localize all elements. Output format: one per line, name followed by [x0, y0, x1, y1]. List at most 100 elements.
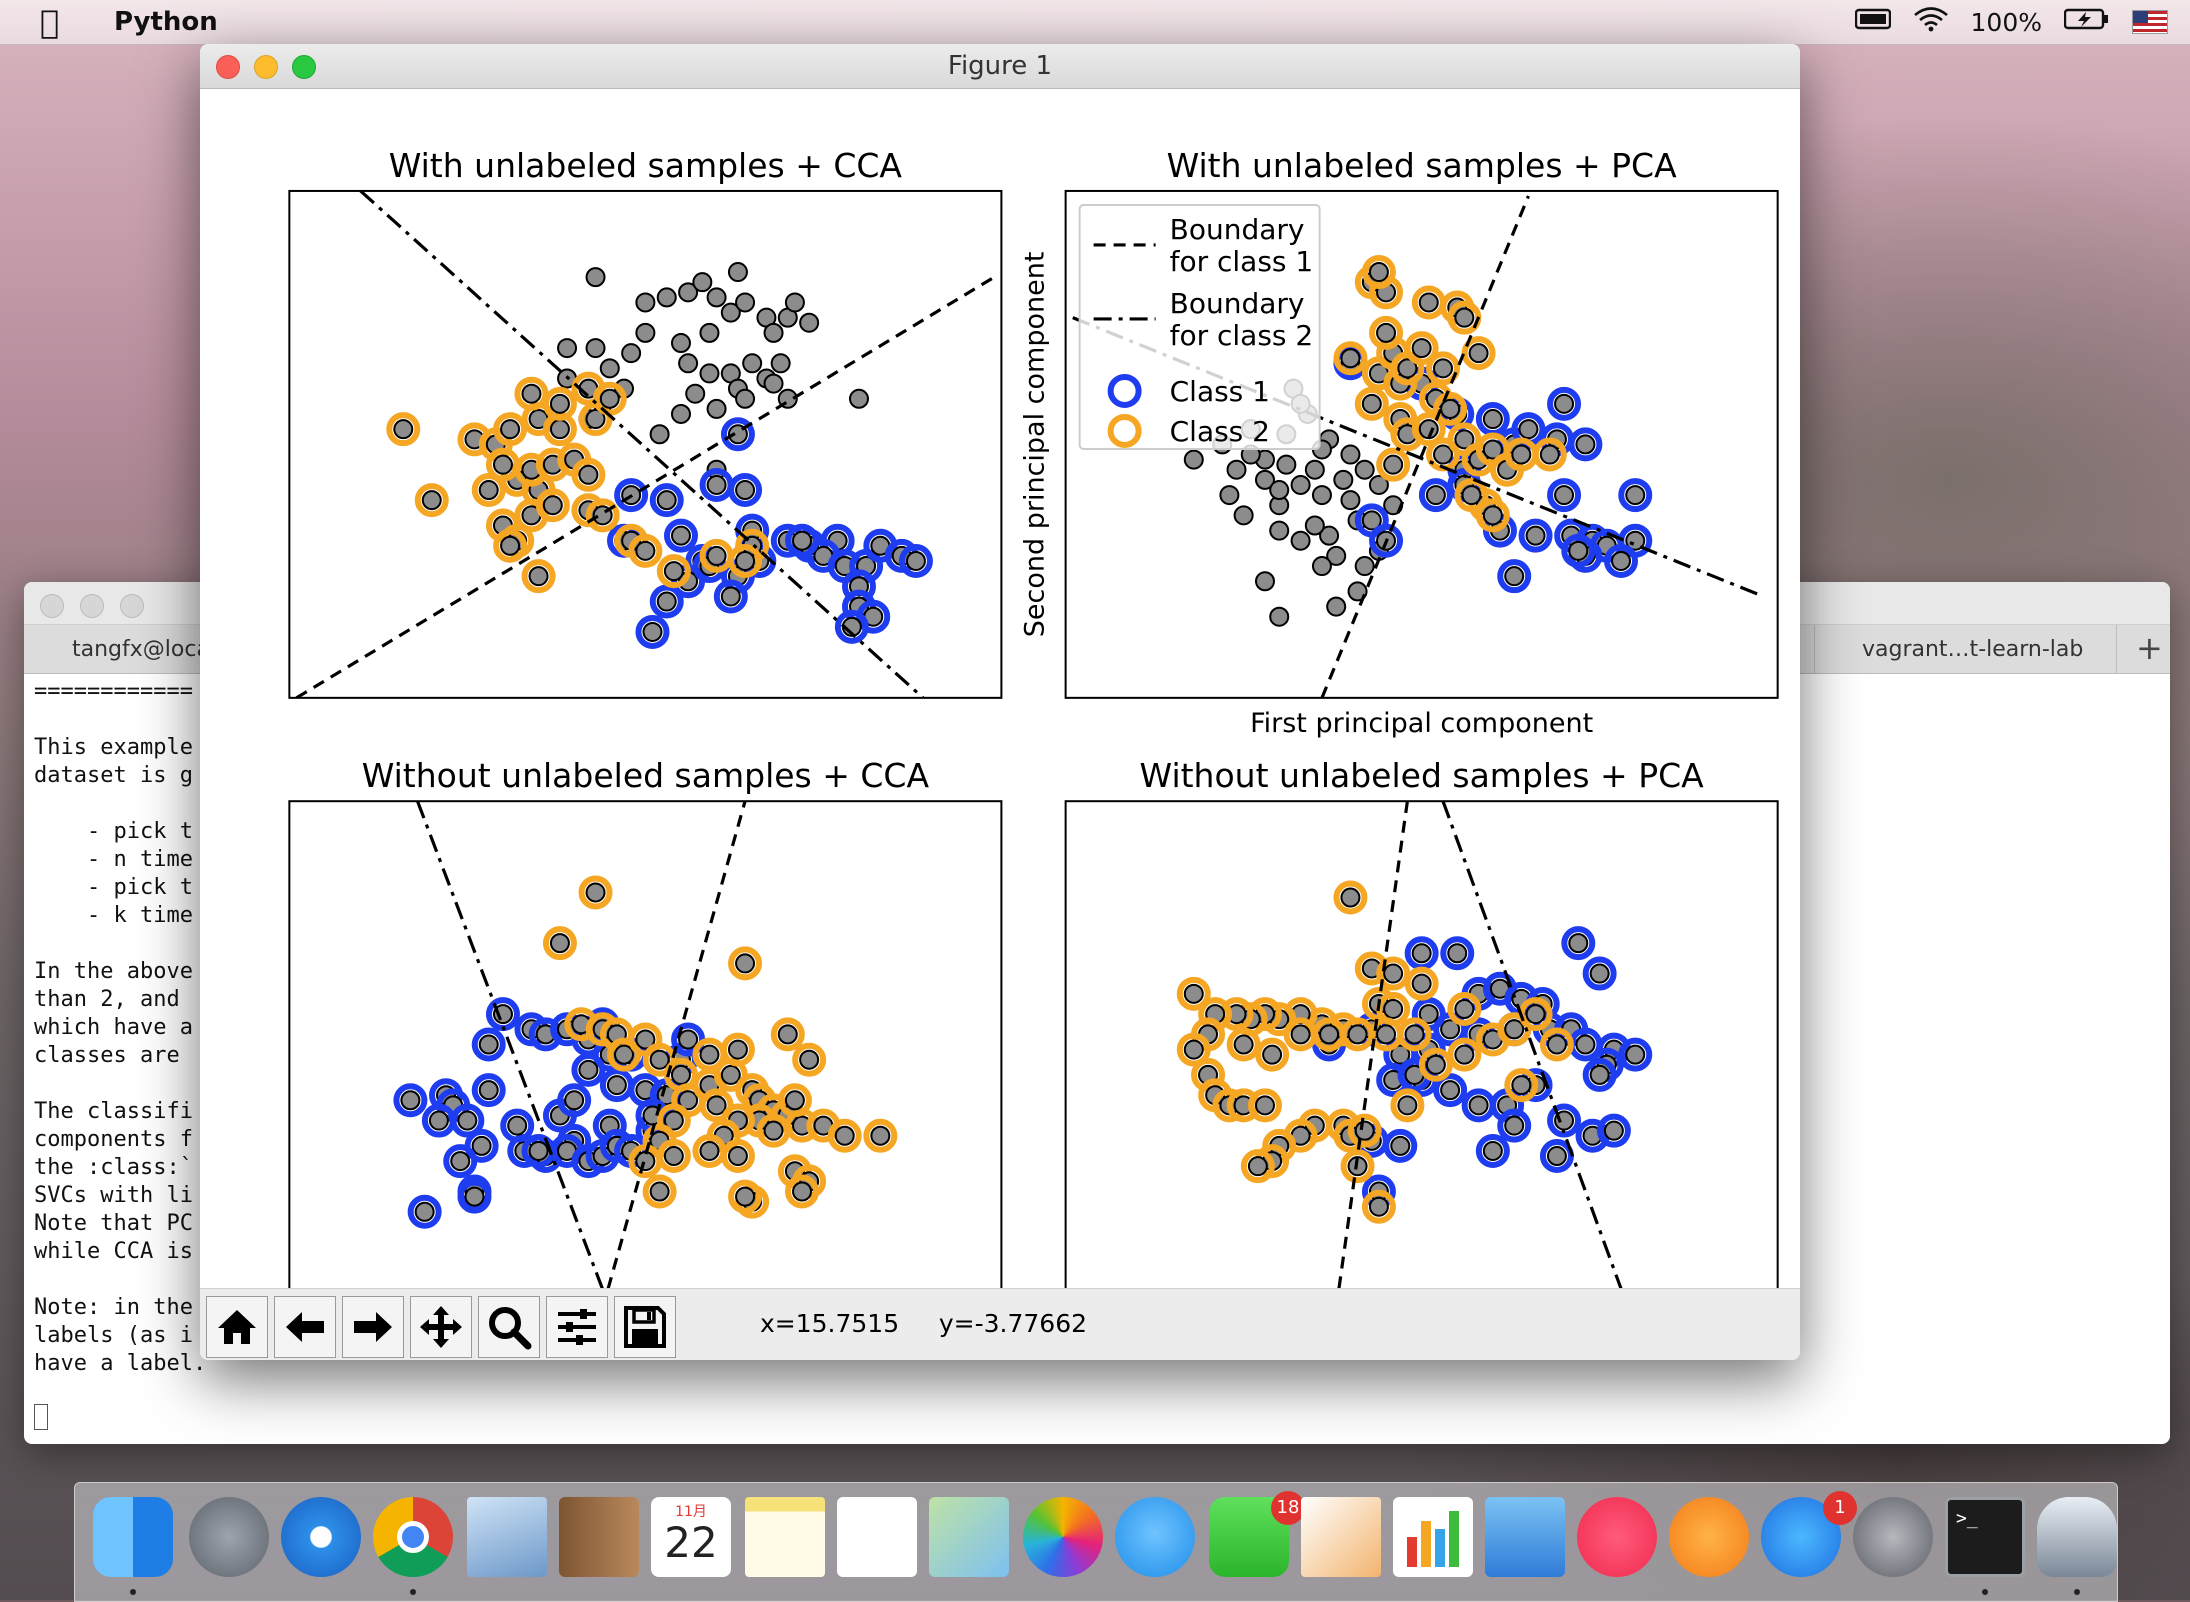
point-core: [1518, 419, 1539, 440]
point-core: [1440, 1080, 1461, 1101]
point-core: [678, 1029, 699, 1050]
photos-icon[interactable]: [1023, 1497, 1103, 1577]
wifi-icon[interactable]: [1913, 6, 1949, 38]
home-icon: [218, 1310, 256, 1344]
unlabeled-point: [735, 388, 756, 409]
us-flag-icon[interactable]: [2132, 10, 2168, 34]
class1-point: [457, 1179, 492, 1214]
point-core: [663, 1146, 684, 1167]
unlabeled-point: [1326, 596, 1347, 617]
unlabeled-point: [1311, 485, 1332, 506]
point-core: [1589, 963, 1610, 984]
tab-tangfx[interactable]: tangfx@loca: [72, 637, 210, 662]
point-core: [1546, 1146, 1567, 1167]
class2-point: [1504, 1068, 1539, 1103]
calendar-icon[interactable]: 11月 22: [651, 1497, 731, 1577]
contacts-icon[interactable]: [559, 1497, 639, 1577]
minimize-button[interactable]: [80, 594, 104, 618]
point-core: [599, 388, 620, 409]
launchpad-icon[interactable]: [189, 1497, 269, 1577]
class2-point: [1333, 880, 1368, 915]
chrome-icon[interactable]: [373, 1497, 453, 1577]
plot-area: [295, 190, 996, 698]
class1-point: [471, 1027, 506, 1062]
subplots-icon: [558, 1309, 596, 1345]
point-core: [1361, 393, 1382, 414]
class1-point: [1497, 559, 1532, 594]
pages-icon[interactable]: [1301, 1497, 1381, 1577]
itunes-icon[interactable]: [1577, 1497, 1657, 1577]
zoom-button[interactable]: [292, 55, 316, 79]
figure-canvas[interactable]: With unlabeled samples + CCA With unlabel…: [200, 89, 1800, 1335]
point-core: [727, 1039, 748, 1060]
maps-icon[interactable]: [929, 1497, 1009, 1577]
pan-button[interactable]: [410, 1296, 472, 1358]
save-button[interactable]: [614, 1296, 676, 1358]
point-core: [699, 1140, 720, 1161]
keyboard-icon[interactable]: [1854, 7, 1891, 37]
class2-point: [386, 412, 421, 447]
point-core: [585, 409, 606, 430]
python-rocket-icon[interactable]: [2037, 1497, 2117, 1577]
subplots-button[interactable]: [546, 1296, 608, 1358]
class2-point: [785, 1174, 820, 1209]
safari-icon[interactable]: [281, 1497, 361, 1577]
finder-icon[interactable]: [93, 1497, 173, 1577]
point-core: [1468, 1095, 1489, 1116]
forward-button[interactable]: [342, 1296, 404, 1358]
class2-point: [1461, 336, 1496, 371]
terminal-line: dataset is g: [34, 763, 193, 788]
point-core: [1568, 933, 1589, 954]
class2-point: [1426, 351, 1461, 386]
minimize-button[interactable]: [254, 55, 278, 79]
battery-icon[interactable]: [2063, 7, 2110, 37]
zoom-button[interactable]: [120, 594, 144, 618]
back-arrow-icon: [286, 1312, 324, 1342]
numbers-icon[interactable]: [1393, 1497, 1473, 1577]
class2-point: [1361, 1189, 1396, 1224]
zoom-rect-button[interactable]: [478, 1296, 540, 1358]
app-name[interactable]: Python: [114, 7, 218, 37]
boundary-class1-line: [601, 801, 747, 1309]
point-core: [450, 1151, 471, 1172]
mail-icon[interactable]: [467, 1497, 547, 1577]
terminal-output[interactable]: ============ This example dataset is g - …: [34, 678, 206, 1378]
class1-point: [785, 523, 820, 558]
point-core: [1397, 358, 1418, 379]
point-core: [614, 1044, 635, 1065]
back-button[interactable]: [274, 1296, 336, 1358]
ibooks-icon[interactable]: [1669, 1497, 1749, 1577]
messages-icon[interactable]: [1115, 1497, 1195, 1577]
unlabeled-point: [557, 338, 578, 359]
home-button[interactable]: [206, 1296, 268, 1358]
legend-label: for class 1: [1170, 245, 1314, 278]
apple-icon[interactable]: : [40, 3, 74, 41]
point-core: [763, 1120, 784, 1141]
point-core: [521, 383, 542, 404]
class2-point: [656, 554, 691, 589]
point-core: [1183, 983, 1204, 1004]
keynote-icon[interactable]: [1485, 1497, 1565, 1577]
class2-point: [1418, 1047, 1453, 1082]
point-core: [735, 480, 756, 501]
point-core: [1575, 1034, 1596, 1055]
class2-point: [1176, 1032, 1211, 1067]
point-core: [542, 495, 563, 516]
reminders-icon[interactable]: [837, 1497, 917, 1577]
terminal-icon[interactable]: >_: [1945, 1497, 2025, 1577]
terminal-line: have a label.: [34, 1351, 207, 1376]
system-preferences-icon[interactable]: [1853, 1497, 1933, 1577]
tab-vagrant[interactable]: vagrant…t-learn-lab: [1862, 637, 2084, 662]
point-core: [478, 1080, 499, 1101]
close-button[interactable]: [40, 594, 64, 618]
class2-point: [1369, 315, 1404, 350]
point-core: [656, 490, 677, 511]
unlabeled-point: [1311, 556, 1332, 577]
notes-icon[interactable]: [745, 1497, 825, 1577]
close-button[interactable]: [216, 55, 240, 79]
point-core: [905, 550, 926, 571]
new-tab-button[interactable]: +: [2136, 629, 2163, 667]
class2-point: [535, 488, 570, 523]
boundary-class1-line: [1334, 801, 1409, 1309]
class2-point: [1539, 1027, 1574, 1062]
